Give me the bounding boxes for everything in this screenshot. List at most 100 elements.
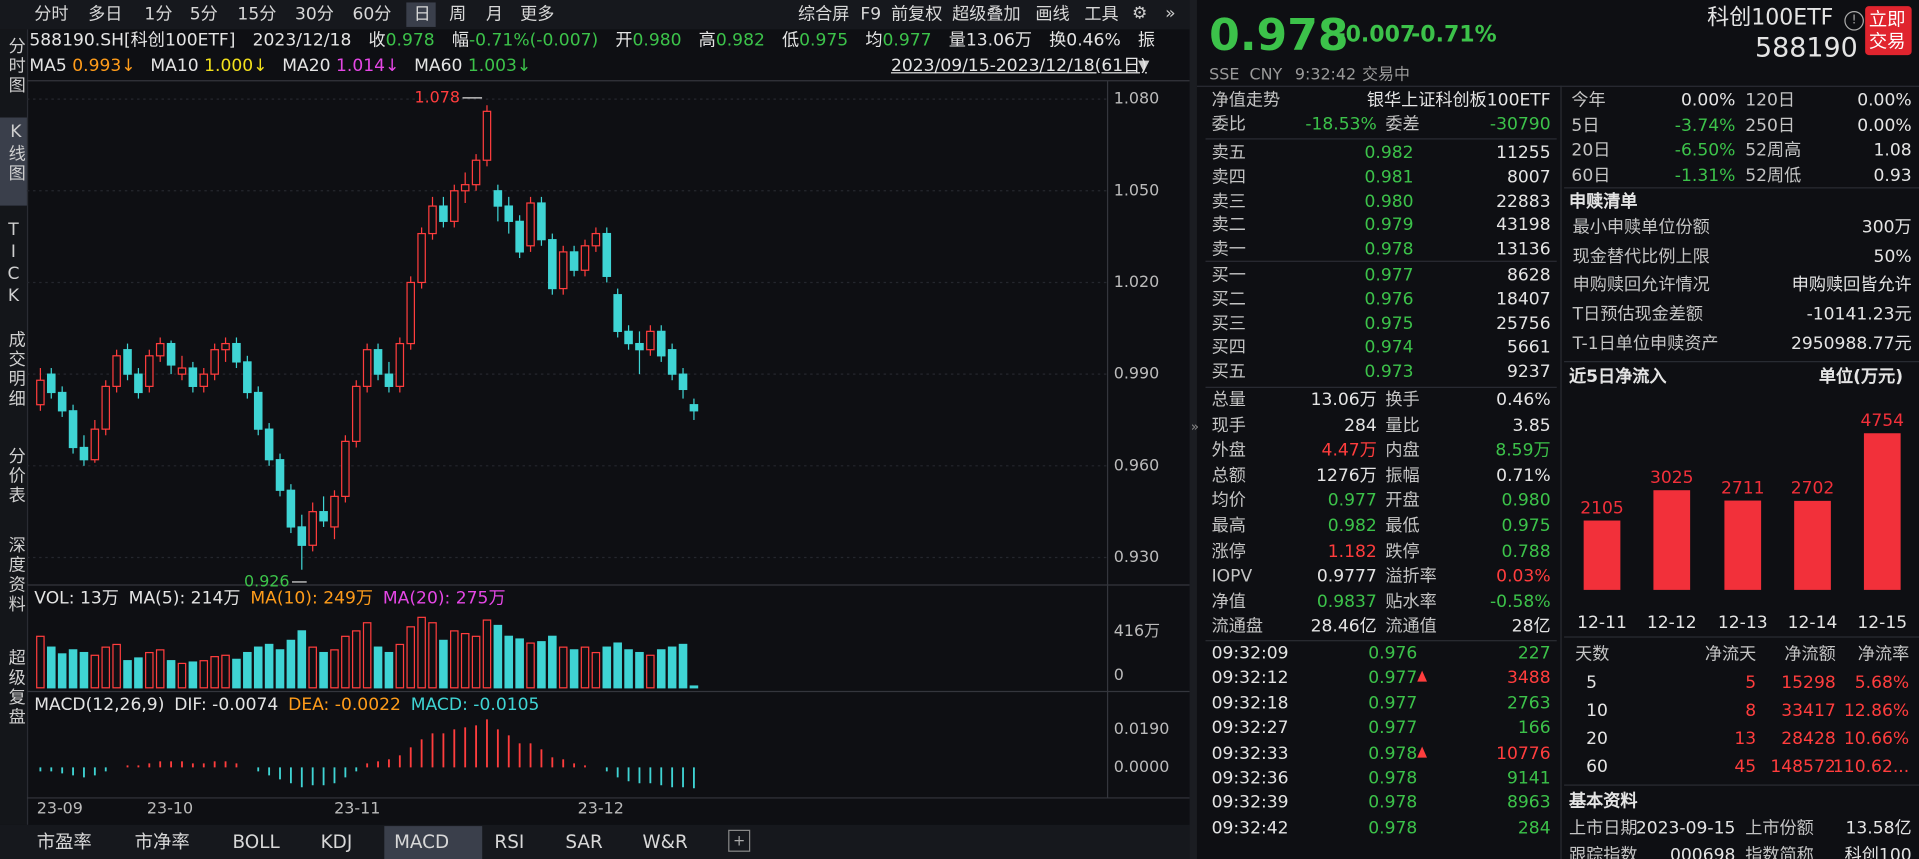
volume-bar — [515, 638, 524, 689]
period-tab[interactable]: 更多 — [520, 4, 555, 25]
label: 0.9837 — [1316, 592, 1377, 612]
book-price: 0.975 — [1364, 314, 1414, 334]
y-tick-label: 1.020 — [1114, 272, 1160, 291]
netflow-bar — [1724, 500, 1762, 590]
quote-item: 幅-0.71%(-0.007) — [452, 29, 598, 51]
tool-button[interactable]: 超级叠加 — [952, 4, 1021, 25]
label: 总额 — [1211, 466, 1246, 486]
label: 总量 — [1211, 390, 1246, 410]
trade-button-label[interactable]: 立即交易 — [1868, 8, 1906, 53]
label: 上市日期 — [1568, 818, 1638, 839]
dropdown-icon[interactable]: ▼ — [1138, 56, 1150, 74]
quote-item: 量13.06万 — [949, 29, 1032, 51]
volume-bar — [471, 635, 481, 689]
y-tick-label: 0 — [1114, 665, 1124, 684]
side-tab[interactable]: TICK — [3, 220, 24, 309]
indicator-tab[interactable]: RSI — [494, 830, 525, 854]
book-level: 卖二 — [1211, 215, 1246, 236]
candle-body — [591, 232, 601, 247]
label: 溢折率 — [1385, 566, 1437, 587]
indicator-tab[interactable]: 市盈率 — [36, 830, 92, 854]
side-tab[interactable]: 成交明细 — [6, 330, 26, 409]
label: 284 — [1344, 415, 1377, 436]
indicator-tab[interactable]: W&R — [642, 830, 688, 854]
side-tab[interactable]: 超级复盘 — [6, 648, 26, 727]
info-icon[interactable]: ! — [1844, 11, 1864, 31]
side-tab[interactable]: K线图 — [6, 122, 26, 184]
label: 0.975 — [1501, 516, 1551, 537]
volume-bar — [319, 651, 328, 689]
label: 0.03% — [1496, 566, 1551, 587]
label: 2950988.77元 — [1790, 333, 1912, 354]
period-tab[interactable]: 月 — [485, 4, 504, 25]
book-price: 0.973 — [1364, 362, 1414, 383]
period-tab[interactable]: 多日 — [88, 4, 123, 25]
volume-bar — [112, 643, 121, 689]
fund-code: 588190 — [1755, 33, 1858, 64]
tool-button[interactable]: F9 — [860, 4, 882, 25]
candle-body — [537, 202, 546, 241]
indicator-tab[interactable]: KDJ — [320, 830, 353, 854]
label: 最低 — [1385, 516, 1420, 537]
candle-body — [656, 330, 666, 357]
candle-body — [308, 511, 317, 546]
label: 现金替代比例上限 — [1572, 246, 1710, 267]
book-level: 买五 — [1211, 362, 1246, 383]
period-tab[interactable]: 30分 — [294, 4, 334, 25]
period-tab[interactable]: 1分 — [144, 4, 173, 25]
ma-item: MA5 0.993↓ — [29, 55, 135, 77]
volume-bar — [68, 649, 78, 689]
tool-button[interactable]: 前复权 — [890, 4, 943, 25]
volume-bar — [46, 646, 56, 689]
uptick-icon — [1417, 746, 1428, 758]
x-tick-label: 12-12 — [1647, 613, 1697, 633]
side-tab[interactable]: 深度资料 — [6, 536, 26, 615]
trade-price: 0.977 — [1368, 718, 1418, 739]
trade-price: 0.978 — [1368, 768, 1418, 789]
trade-button[interactable] — [1865, 6, 1912, 56]
candle-body — [439, 205, 448, 222]
period-tab[interactable]: 15分 — [237, 4, 277, 25]
active-tab-bg — [406, 2, 436, 27]
candle-body — [406, 281, 416, 345]
label: 10 — [1586, 701, 1608, 721]
indicator-tab[interactable]: 市净率 — [134, 830, 190, 854]
x-tick-label: 23-11 — [334, 798, 380, 817]
label: 高 — [698, 30, 716, 51]
label: MA10 — [150, 56, 199, 76]
period-tab[interactable]: 日 — [413, 4, 431, 25]
period-tab[interactable]: 60分 — [352, 4, 392, 25]
candle-body — [635, 342, 644, 351]
candle-body — [395, 342, 405, 387]
candle-body — [384, 373, 394, 387]
label: 13.06万 — [1310, 390, 1377, 410]
candle-body — [624, 330, 633, 345]
book-price: 0.981 — [1364, 167, 1414, 188]
tool-button[interactable]: 综合屏 — [797, 4, 850, 25]
indicator-tab[interactable]: SAR — [565, 830, 603, 854]
settings-icon[interactable]: ⚙ — [1132, 3, 1148, 24]
side-tab[interactable]: 分时图 — [6, 36, 26, 96]
indicator-tab[interactable]: BOLL — [232, 830, 280, 854]
trade-price: 0.977 — [1368, 693, 1418, 714]
collapse-icon[interactable]: » — [1190, 418, 1200, 435]
trade-time: 09:32:42 — [1211, 818, 1289, 839]
add-tab[interactable]: + — [728, 829, 751, 852]
indicator-tab[interactable]: MACD — [394, 830, 450, 854]
period-tab[interactable]: 分时 — [34, 4, 69, 25]
candle-body — [471, 159, 481, 186]
x-tick-label: 12-11 — [1577, 613, 1627, 633]
label: 指数简称 — [1745, 845, 1814, 859]
tool-button[interactable]: 工具 — [1084, 4, 1119, 25]
period-tab[interactable]: 5分 — [189, 4, 218, 25]
period-tab[interactable]: 周 — [449, 4, 467, 25]
side-tab[interactable]: 分价表 — [6, 446, 26, 506]
tool-button[interactable]: 画线 — [1035, 4, 1070, 25]
label: 000698 — [1670, 845, 1736, 859]
candle-body — [243, 361, 252, 394]
label: 148572 — [1770, 757, 1836, 778]
more-icon[interactable]: » — [1165, 3, 1176, 24]
candle-body — [177, 367, 187, 375]
volume-bar — [678, 643, 688, 689]
label: 10.66% — [1843, 729, 1910, 749]
